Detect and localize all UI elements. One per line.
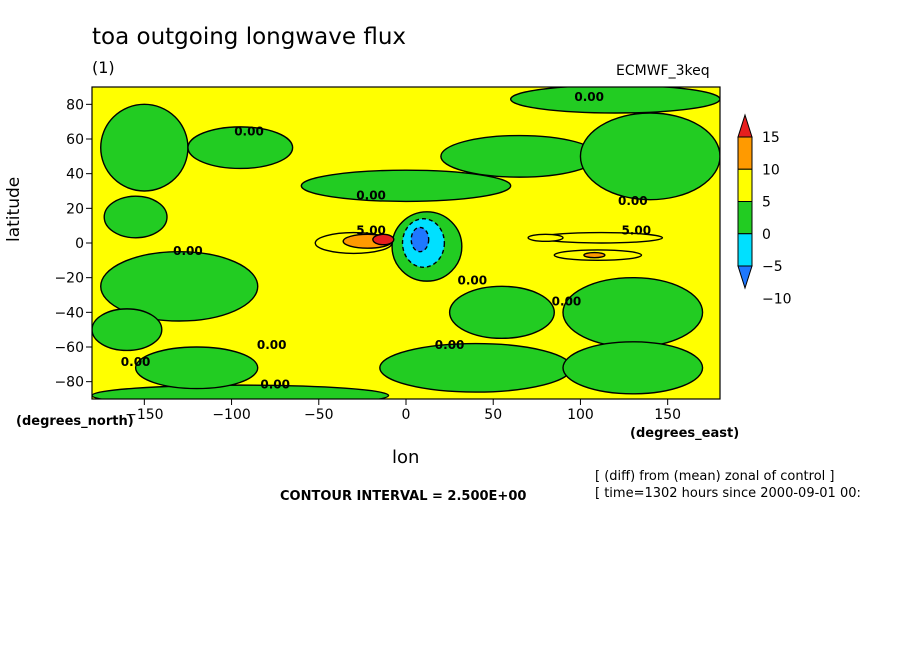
y-tick-label-80: 80 bbox=[66, 97, 84, 113]
x-axis-unit: (degrees_east) bbox=[630, 426, 740, 441]
y-tick-label--20: −20 bbox=[54, 271, 84, 287]
y-axis-label: latitude bbox=[4, 176, 24, 242]
chart-title: toa outgoing longwave flux bbox=[92, 24, 407, 50]
colorbar-label--5: −5 bbox=[762, 259, 783, 275]
contour-region-1 bbox=[187, 126, 294, 170]
colorbar-bottom-arrow bbox=[737, 265, 753, 290]
field-background bbox=[92, 87, 720, 399]
contour-region-2 bbox=[103, 195, 168, 239]
panel-label: (1) bbox=[92, 58, 115, 77]
model-label: ECMWF_3keq bbox=[616, 63, 710, 79]
contour-label-9: 0.00 bbox=[435, 338, 465, 352]
time-note: [ time=1302 hours since 2000-09-01 00: bbox=[595, 486, 861, 501]
y-tick-label--60: −60 bbox=[54, 340, 84, 356]
contour-region-0 bbox=[100, 103, 189, 192]
contour-region-24 bbox=[583, 251, 606, 259]
diff-note: [ (diff) from (mean) zonal of control ] bbox=[595, 469, 835, 484]
contour-region-8 bbox=[440, 134, 599, 178]
y-tick-label--40: −40 bbox=[54, 305, 84, 321]
contour-region-20 bbox=[372, 233, 395, 246]
contour-region-6 bbox=[134, 346, 259, 390]
colorbar-label-5: 5 bbox=[762, 195, 771, 211]
contour-region-23 bbox=[553, 249, 643, 262]
colorbar-segment-1 bbox=[737, 168, 753, 202]
x-tick-label--50: −50 bbox=[304, 407, 334, 423]
plot-frame bbox=[91, 86, 721, 400]
contour-label-4: 5.00 bbox=[356, 223, 386, 237]
contour-label-6: 0.00 bbox=[173, 244, 203, 258]
colorbar-label-0: 0 bbox=[762, 227, 771, 243]
x-tick-label-50: 50 bbox=[484, 407, 502, 423]
colorbar-label--10: −10 bbox=[762, 291, 792, 307]
x-axis-label: lon bbox=[392, 447, 420, 468]
contour-region-13 bbox=[379, 342, 573, 393]
contour-label-5: 5.00 bbox=[621, 223, 651, 237]
x-tick-label-150: 150 bbox=[654, 407, 681, 423]
contour-region-16 bbox=[401, 218, 446, 268]
contour-label-7: 0.00 bbox=[457, 274, 487, 288]
y-tick-label-20: 20 bbox=[66, 201, 84, 217]
colorbar-label-15: 15 bbox=[762, 130, 780, 146]
y-tick-label--80: −80 bbox=[54, 375, 84, 391]
x-tick-label-0: 0 bbox=[402, 407, 411, 423]
contour-region-7 bbox=[300, 169, 512, 203]
contour-region-10 bbox=[509, 87, 720, 114]
plot-area: 0.00 0.00 0.00 0.00 5.00 5.00 0.00 0.00 0.00 0.00… bbox=[91, 86, 721, 400]
contour-region-12 bbox=[562, 276, 704, 348]
contour-label-12: 0.00 bbox=[260, 378, 290, 392]
colorbar: 15 10 5 0 −5 −10 bbox=[737, 113, 792, 307]
colorbar-segment-2 bbox=[737, 201, 753, 235]
contour-label-8: 0.00 bbox=[552, 294, 582, 308]
colorbar-segment-3 bbox=[737, 233, 753, 267]
colorbar-label-10: 10 bbox=[762, 162, 780, 178]
contour-region-9 bbox=[579, 112, 720, 201]
y-tick-label-40: 40 bbox=[66, 167, 84, 183]
axes: −150 −100 −50 0 50 100 150−80−60−40−2002040608… bbox=[54, 97, 681, 423]
x-tick-label--100: −100 bbox=[212, 407, 250, 423]
contour-region-15 bbox=[391, 211, 463, 282]
y-tick-label-60: 60 bbox=[66, 132, 84, 148]
contour-region-4 bbox=[92, 308, 163, 352]
contour-label-2: 0.00 bbox=[356, 189, 386, 203]
colorbar-top-arrow bbox=[737, 113, 753, 138]
contour-region-19 bbox=[342, 233, 393, 249]
contour-label-0: 0.00 bbox=[234, 125, 264, 139]
contour-label-10: 0.00 bbox=[257, 338, 287, 352]
contour-interval: CONTOUR INTERVAL = 2.500E+00 bbox=[280, 489, 527, 504]
contour-region-5 bbox=[92, 384, 390, 399]
contour-label-11: 0.00 bbox=[121, 355, 151, 369]
contour-region-22 bbox=[527, 233, 564, 242]
contour-label-1: 0.00 bbox=[574, 90, 604, 104]
contour-region-17 bbox=[410, 226, 430, 253]
contour-region-3 bbox=[100, 250, 259, 322]
contour-region-11 bbox=[448, 285, 555, 340]
y-tick-label-0: 0 bbox=[75, 236, 84, 252]
contour-label-3: 0.00 bbox=[618, 194, 648, 208]
contour-region-21 bbox=[539, 231, 664, 244]
contour-region-18 bbox=[314, 231, 393, 255]
x-tick-label-100: 100 bbox=[567, 407, 594, 423]
contour-region-14 bbox=[562, 341, 704, 395]
colorbar-segment-0 bbox=[737, 136, 753, 170]
y-axis-unit: (degrees_north) bbox=[16, 414, 134, 429]
